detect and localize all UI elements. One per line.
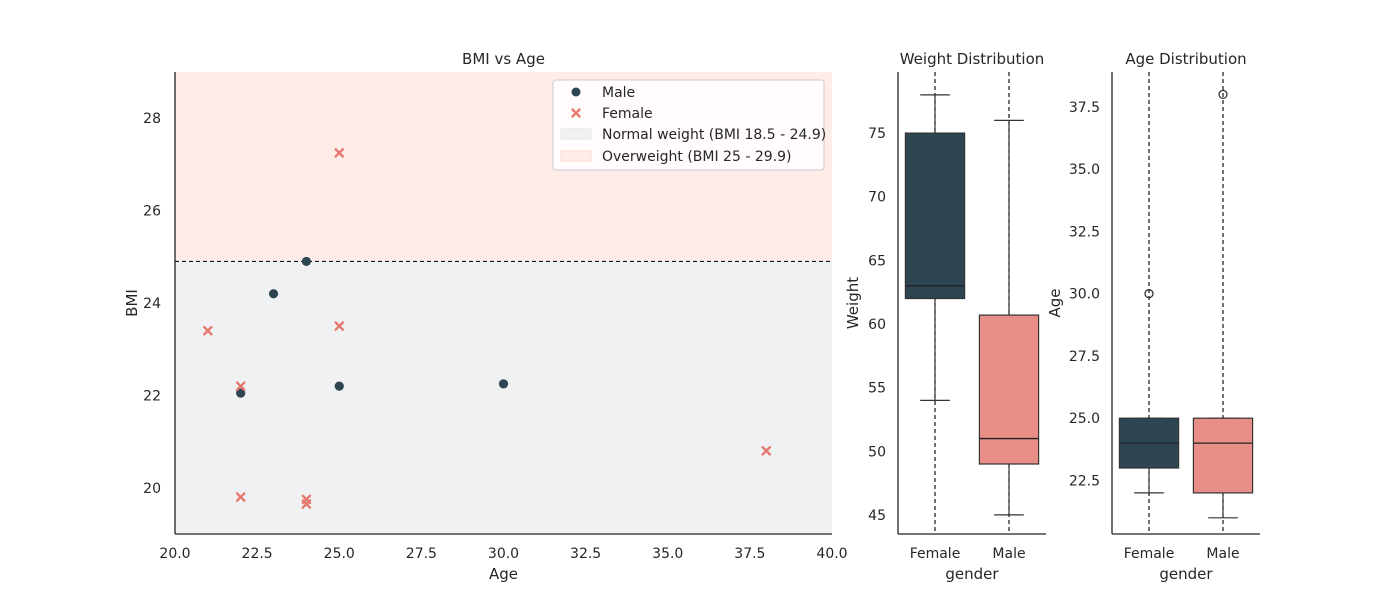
y-tick-label: 55 bbox=[868, 381, 886, 397]
male-point bbox=[268, 289, 279, 299]
scatter-ylabel: BMI bbox=[123, 289, 141, 317]
x-tick-label: Male bbox=[992, 546, 1025, 562]
y-tick-label: 32.5 bbox=[1069, 224, 1100, 240]
y-tick-label: 22 bbox=[143, 388, 161, 404]
box-male bbox=[1192, 417, 1254, 494]
x-tick-label: 25.0 bbox=[324, 546, 355, 562]
legend-box bbox=[552, 79, 825, 171]
y-tick-label: 50 bbox=[868, 444, 886, 460]
male-point bbox=[236, 388, 246, 398]
x-tick-label: Male bbox=[1206, 546, 1239, 562]
y-tick-label: 60 bbox=[868, 317, 886, 333]
boxplot-xlabel: gender bbox=[945, 565, 999, 583]
y-tick-label: 75 bbox=[868, 126, 886, 142]
scatter-xlabel: Age bbox=[489, 565, 518, 583]
y-tick-label: 28 bbox=[143, 111, 161, 127]
x-tick-label: 20.0 bbox=[159, 546, 190, 562]
boxplot-xlabel: gender bbox=[1159, 565, 1213, 583]
outlier-point bbox=[1218, 89, 1228, 100]
female-point bbox=[334, 148, 345, 158]
female-point bbox=[334, 321, 345, 331]
scatter-title: BMI vs Age bbox=[462, 50, 545, 68]
boxplot-ylabel: Age bbox=[1046, 288, 1064, 317]
male-point bbox=[498, 379, 509, 389]
female-point bbox=[761, 446, 772, 456]
female-point bbox=[235, 492, 246, 502]
y-tick-label: 70 bbox=[868, 190, 886, 206]
legend-male-label: Male bbox=[602, 85, 635, 101]
legend-female-label: Female bbox=[602, 106, 653, 122]
x-tick-label: 32.5 bbox=[570, 546, 601, 562]
boxplot-ylabel: Weight bbox=[844, 277, 862, 329]
legend-normal-label: Normal weight (BMI 18.5 - 24.9) bbox=[602, 127, 826, 143]
x-tick-label: 22.5 bbox=[242, 546, 273, 562]
legend-male-marker bbox=[571, 87, 581, 97]
y-tick-label: 24 bbox=[143, 296, 161, 312]
legend-female-marker bbox=[571, 108, 581, 118]
legend-overweight-swatch bbox=[560, 150, 592, 162]
x-tick-label: 27.5 bbox=[406, 546, 437, 562]
age-boxplot: 22.5 25.0 27.5 30.0 32.5 35.0 37.5 Female Male Ag… bbox=[1046, 50, 1260, 583]
y-tick-label: 22.5 bbox=[1069, 473, 1100, 489]
x-tick-label: Female bbox=[910, 546, 961, 562]
legend-normal-swatch bbox=[560, 128, 592, 140]
legend: Male Female Normal weight (BMI 18.5 - 24.9… bbox=[552, 79, 826, 171]
y-tick-label: 45 bbox=[868, 508, 886, 524]
weight-boxplot: 45 50 55 60 65 70 75 Female Male Weight Distribut… bbox=[844, 50, 1046, 583]
y-tick-label: 37.5 bbox=[1069, 100, 1100, 116]
y-tick-label: 20 bbox=[143, 481, 161, 497]
scatter-chart: 20.0 22.5 25.0 27.5 30.0 32.5 35.0 37.5 40.0 20 22… bbox=[123, 50, 848, 583]
box-female bbox=[904, 132, 966, 300]
x-tick-label: Female bbox=[1124, 546, 1175, 562]
box-male bbox=[978, 314, 1040, 465]
y-tick-label: 35.0 bbox=[1069, 162, 1100, 178]
female-point bbox=[301, 499, 312, 509]
y-tick-label: 25.0 bbox=[1069, 411, 1100, 427]
male-point bbox=[334, 381, 344, 391]
band-0 bbox=[175, 261, 832, 534]
x-tick-label: 35.0 bbox=[652, 546, 683, 562]
boxplot-title: Age Distribution bbox=[1125, 50, 1246, 68]
y-tick-label: 26 bbox=[143, 204, 161, 220]
x-tick-label: 37.5 bbox=[734, 546, 765, 562]
x-tick-label: 30.0 bbox=[488, 546, 519, 562]
legend-overweight-label: Overweight (BMI 25 - 29.9) bbox=[602, 149, 791, 165]
x-tick-label: 40.0 bbox=[816, 546, 847, 562]
y-tick-label: 65 bbox=[868, 253, 886, 269]
boxplot-title: Weight Distribution bbox=[900, 50, 1045, 68]
y-tick-label: 30.0 bbox=[1069, 287, 1100, 303]
outlier-point bbox=[1144, 289, 1154, 299]
male-point bbox=[301, 256, 311, 267]
female-point bbox=[235, 381, 246, 391]
y-tick-label: 27.5 bbox=[1069, 349, 1100, 365]
female-point bbox=[203, 325, 213, 336]
